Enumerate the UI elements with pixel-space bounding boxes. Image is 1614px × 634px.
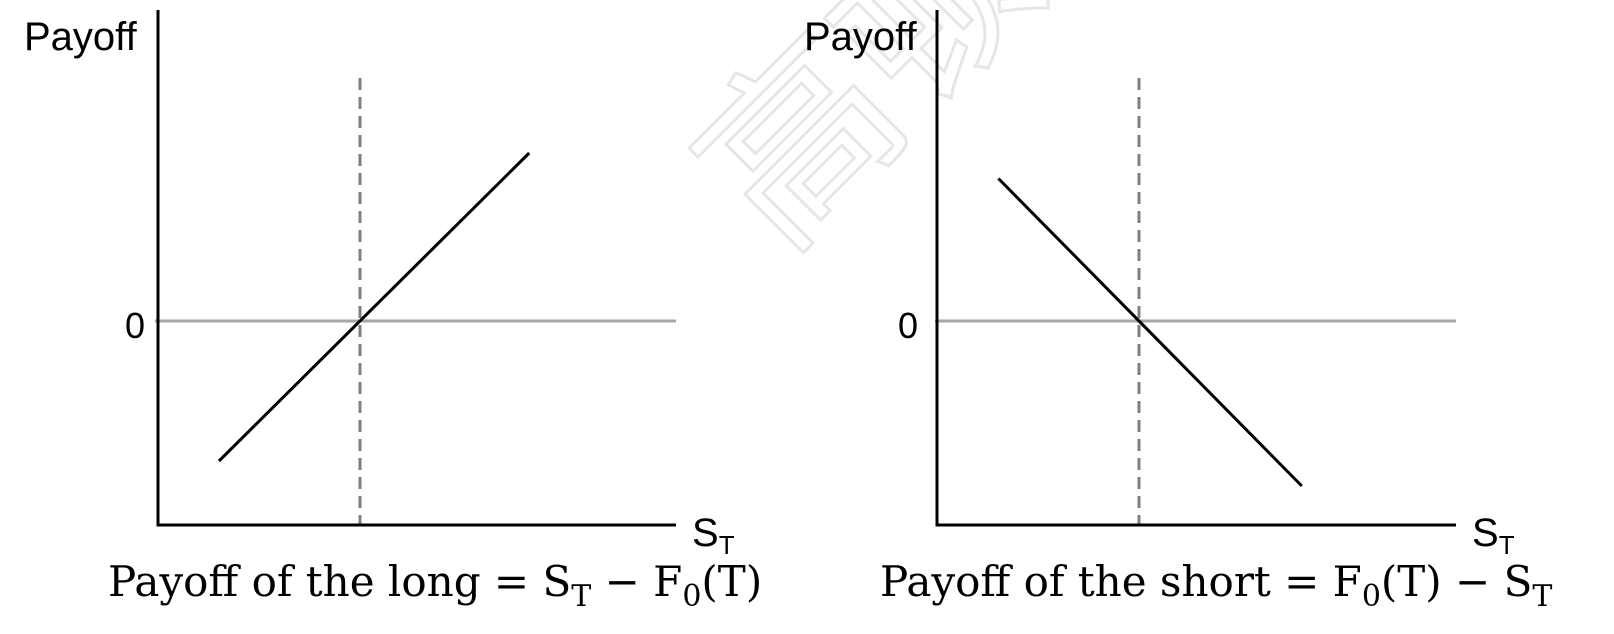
long-x-axis-title-main: S (692, 511, 719, 555)
short-y-tick-zero: 0 (898, 305, 918, 346)
chart-short: Payoff 0 ST Payoff of the short = F0(T) … (804, 10, 1552, 614)
long-x-axis-title-sub: T (719, 530, 735, 560)
short-x-axis-title-sub: T (1499, 530, 1515, 560)
long-caption-prefix-sub: T (571, 579, 591, 614)
watermark: 高顿教育 (656, 0, 1350, 287)
short-caption-prefix: Payoff of the short = F (880, 557, 1362, 606)
short-caption: Payoff of the short = F0(T) − ST (880, 557, 1552, 614)
long-caption: Payoff of the long = ST − F0(T) (108, 557, 762, 614)
short-caption-middle-sub: T (1532, 579, 1552, 614)
long-caption-middle: − F (591, 557, 682, 606)
long-caption-middle-sub: 0 (682, 579, 701, 614)
short-caption-prefix-sub: 0 (1362, 579, 1381, 614)
short-x-axis-title: ST (1472, 511, 1515, 560)
long-y-axis-title: Payoff (24, 15, 138, 59)
short-caption-middle: (T) − S (1381, 557, 1532, 606)
long-x-axis-title: ST (692, 511, 735, 560)
chart-long: Payoff 0 ST Payoff of the long = ST − F0… (24, 10, 762, 614)
long-payoff-line (217, 151, 531, 463)
short-payoff-line (997, 177, 1303, 488)
long-caption-prefix: Payoff of the long = S (108, 557, 571, 606)
long-caption-suffix: (T) (701, 557, 762, 606)
long-y-tick-zero: 0 (125, 305, 145, 346)
short-x-axis-title-main: S (1472, 511, 1499, 555)
short-y-axis-title: Payoff (804, 15, 918, 59)
